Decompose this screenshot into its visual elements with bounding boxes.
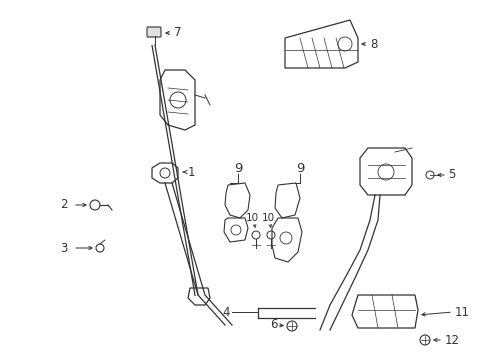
Text: 4: 4 (222, 306, 230, 319)
Text: 3: 3 (60, 242, 68, 255)
Text: 7: 7 (174, 27, 181, 40)
Text: 10: 10 (262, 213, 274, 223)
Text: 11: 11 (455, 306, 470, 319)
Text: 9: 9 (234, 162, 242, 175)
Text: 12: 12 (445, 333, 460, 346)
Text: 6: 6 (270, 319, 278, 332)
Text: 9: 9 (296, 162, 304, 175)
FancyBboxPatch shape (147, 27, 161, 37)
Text: 5: 5 (448, 168, 455, 181)
Text: 10: 10 (245, 213, 259, 223)
Text: 1: 1 (188, 166, 196, 179)
Text: 8: 8 (370, 37, 377, 50)
Text: 2: 2 (60, 198, 68, 211)
